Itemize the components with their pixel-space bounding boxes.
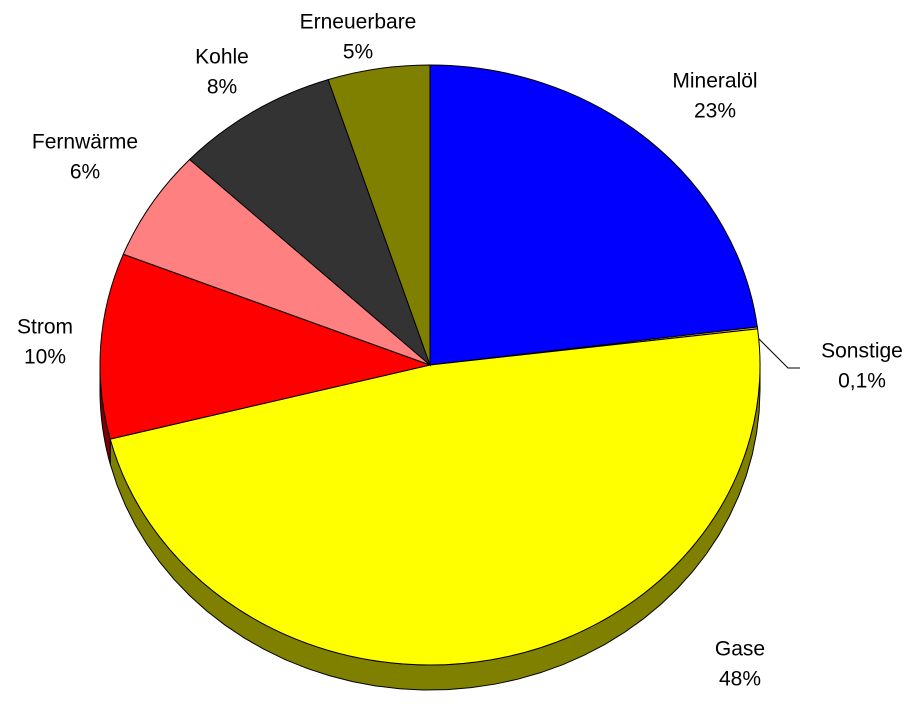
value-label: 23% <box>694 100 736 123</box>
pie-slice <box>188 79 432 367</box>
pie-slice <box>122 158 431 366</box>
slice-label: Kohle <box>195 46 249 69</box>
pie-slice <box>429 64 758 366</box>
slice-label: Sonstige <box>821 340 903 363</box>
pie-slice <box>99 253 432 440</box>
slice-label: Erneuerbare <box>300 11 417 34</box>
value-label: 48% <box>719 668 761 691</box>
pie-slice <box>327 64 431 366</box>
slice-label: Strom <box>17 316 73 339</box>
value-label: 6% <box>70 161 100 184</box>
value-label: 8% <box>207 76 237 99</box>
pie-slice <box>109 328 761 666</box>
value-label: 5% <box>343 41 373 64</box>
slice-label: Gase <box>715 638 765 661</box>
slice-label: Fernwärme <box>32 131 138 154</box>
slice-label: Mineralöl <box>672 70 757 93</box>
value-label: 0,1% <box>838 370 886 393</box>
value-label: 10% <box>24 346 66 369</box>
leader-line <box>757 337 800 369</box>
